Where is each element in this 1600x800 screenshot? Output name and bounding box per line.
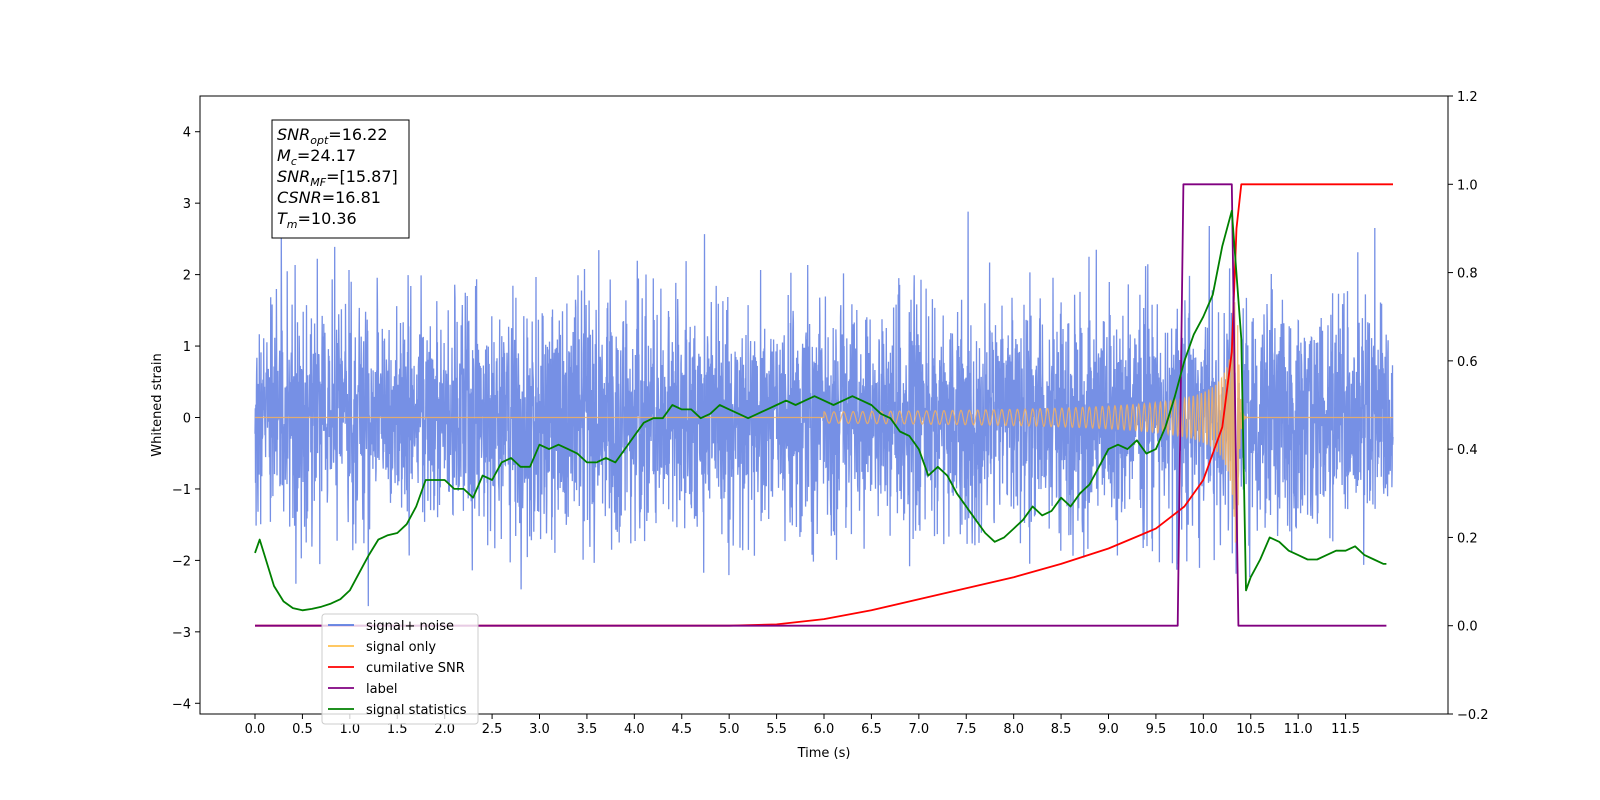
y-left-tick-label: 3 [183, 197, 191, 212]
y-left-tick-label: 2 [183, 269, 191, 284]
legend-entry-label: cumilative SNR [366, 661, 465, 676]
y-right-tick-label: 0.4 [1457, 443, 1478, 458]
x-tick-label: 9.0 [1098, 722, 1119, 737]
y-right-tick-label: 0.2 [1457, 531, 1478, 546]
x-tick-label: 5.5 [766, 722, 787, 737]
y-left-tick-label: −2 [172, 554, 191, 569]
series-label-line [255, 183, 1387, 627]
x-tick-label: 1.0 [339, 722, 360, 737]
info-box-frame [271, 119, 410, 239]
info-box: SNRopt=16.22Mc=24.17SNRMF=[15.87]CSNR=16… [271, 119, 410, 239]
x-axis: 0.0 0.5 1.0 1.5 2.0 2.5 3.0 3.5 4.0 4.5 5.0 5.5 6.0 6… [245, 714, 1360, 737]
y-left-tick-label: −1 [172, 483, 191, 498]
legend-entry-label: signal+ noise [366, 619, 454, 634]
y-left-tick-label: −4 [172, 697, 191, 712]
x-tick-label: 6.0 [814, 722, 835, 737]
y-left-tick-label: −3 [172, 626, 191, 641]
x-tick-label: 3.5 [577, 722, 598, 737]
series-layer [254, 183, 1394, 627]
x-tick-label: 0.5 [292, 722, 313, 737]
x-tick-label: 2.5 [482, 722, 503, 737]
legend-entry-label: label [366, 682, 397, 697]
y-axis-right: 1.2 1.0 0.8 0.6 0.4 0.2 0.0 −0.2 [1448, 90, 1489, 723]
y-axis-left: 4 3 2 1 0 −1 −2 −3 −4 [172, 126, 200, 712]
series-cumilative-snr-line [255, 183, 1393, 627]
y-right-tick-label: −0.2 [1457, 708, 1489, 723]
legend-entry-label: signal only [366, 640, 436, 655]
legend-frame [321, 613, 479, 725]
y-right-tick-label: 1.2 [1457, 90, 1478, 105]
y-left-tick-label: 4 [183, 126, 191, 141]
x-tick-label: 3.0 [529, 722, 550, 737]
series-signal-noise-line [254, 211, 1394, 607]
series-signal-only-line [255, 302, 1393, 543]
info-box-line: SNRopt=16.22 [277, 125, 388, 147]
y-left-tick-label: 1 [183, 340, 191, 355]
y-axis-label: Whitened strain [150, 353, 165, 456]
x-tick-label: 0.0 [245, 722, 266, 737]
x-tick-label: 9.5 [1146, 722, 1167, 737]
x-tick-label: 11.5 [1331, 722, 1360, 737]
info-box-line: Tm=10.36 [277, 209, 357, 231]
x-tick-label: 10.5 [1236, 722, 1265, 737]
x-tick-label: 4.0 [624, 722, 645, 737]
series-signal-statistics-line [254, 209, 1387, 612]
legend: signal+ noise signal only cumilative SNR la… [321, 613, 479, 725]
legend-entry-label: signal statistics [366, 703, 467, 718]
y-left-tick-label: 0 [183, 412, 191, 427]
x-tick-label: 10.0 [1189, 722, 1218, 737]
x-tick-label: 7.5 [956, 722, 977, 737]
y-right-tick-label: 0.6 [1457, 355, 1478, 370]
x-tick-label: 11.0 [1284, 722, 1313, 737]
x-tick-label: 8.0 [1003, 722, 1024, 737]
x-tick-label: 2.0 [434, 722, 455, 737]
info-box-line: SNRMF=[15.87] [277, 167, 398, 189]
x-tick-label: 1.5 [387, 722, 408, 737]
x-axis-label: Time (s) [797, 746, 851, 761]
x-tick-label: 8.5 [1051, 722, 1072, 737]
x-tick-label: 5.0 [719, 722, 740, 737]
info-box-line: CSNR=16.81 [277, 188, 381, 207]
x-tick-label: 7.0 [908, 722, 929, 737]
y-right-tick-label: 0.8 [1457, 267, 1478, 282]
y-right-tick-label: 0.0 [1457, 620, 1478, 635]
info-box-line: Mc=24.17 [277, 146, 356, 168]
x-tick-label: 4.5 [671, 722, 692, 737]
x-tick-label: 6.5 [861, 722, 882, 737]
y-right-tick-label: 1.0 [1457, 178, 1478, 193]
